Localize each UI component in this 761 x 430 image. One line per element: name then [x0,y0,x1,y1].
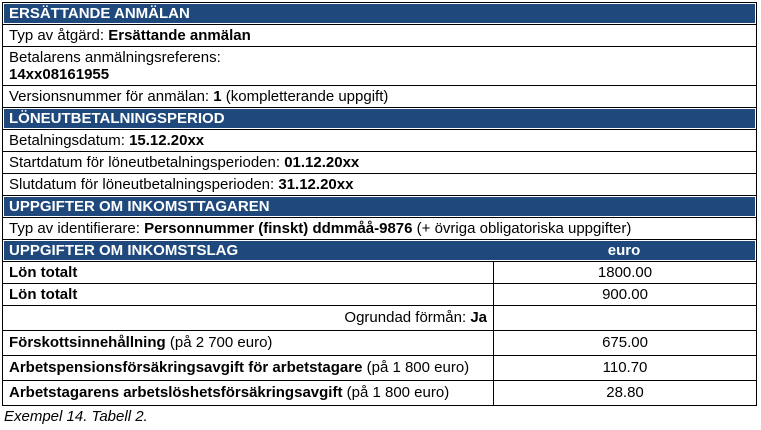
withholding-label: Förskottsinnehållning [9,334,166,351]
table-row-payment-date: Betalningsdatum: 15.12.20xx [1,129,758,152]
section-header-income-earner: UPPGIFTER OM INKOMSTTAGAREN [1,195,758,218]
table-row-payer-reference: Betalarens anmälningsreferens: 14xx08161… [1,46,758,86]
section-header-income-types: UPPGIFTER OM INKOMSTSLAG euro [1,239,758,262]
withholding-note: (på 2 700 euro) [165,334,273,351]
unjust-enrichment-label: Ogrundad förmån: [344,309,471,326]
unemployment-contribution-label: Arbetstagarens arbetslöshetsförsäkringsa… [9,384,343,401]
version-number-label: Versionsnummer för anmälan: [9,88,214,105]
table-row-pension-contribution: Arbetspensionsförsäkringsavgift för arbe… [2,355,758,381]
income-report-table: ERSÄTTANDE ANMÄLAN Typ av åtgärd: Ersätt… [1,2,758,406]
section-row-income-earner: UPPGIFTER OM INKOMSTTAGAREN [1,195,758,218]
section-row-replacement-report: ERSÄTTANDE ANMÄLAN [1,2,758,25]
action-type-value: Ersättande anmälan [108,27,251,44]
identifier-type-value: Personnummer (finskt) ddmmåå-9876 [144,220,413,237]
identifier-type-note: (+ övriga obligatoriska uppgifter) [412,220,632,237]
period-end-label: Slutdatum för löneutbetalningsperioden: [9,176,279,193]
table-row-identifier-type: Typ av identifierare: Personnummer (fins… [1,217,758,240]
payer-reference-value: 14xx08161955 [9,66,110,83]
table-row-period-end: Slutdatum för löneutbetalningsperioden: … [1,173,758,196]
action-type-label: Typ av åtgärd: [9,27,109,44]
income-types-title: UPPGIFTER OM INKOMSTSLAG [9,242,239,259]
section-header-replacement-report: ERSÄTTANDE ANMÄLAN [1,2,758,25]
table-caption: Exempel 14. Tabell 2. [4,408,148,425]
unemployment-contribution-note: (på 1 800 euro) [342,384,450,401]
table-row-period-start: Startdatum för löneutbetalningsperioden:… [1,151,758,174]
payment-date-value: 15.12.20xx [129,132,205,149]
period-end-value: 31.12.20xx [278,176,354,193]
section-row-income-types: UPPGIFTER OM INKOMSTSLAG euro [1,239,758,262]
table-row-unemployment-contribution: Arbetstagarens arbetslöshetsförsäkringsa… [2,380,758,406]
pension-contribution-amount: 110.70 [492,355,758,381]
salary-total-1-amount: 1800.00 [492,261,758,284]
payment-date-label: Betalningsdatum: [9,132,130,149]
section-header-pay-period: LÖNEUTBETALNINGSPERIOD [1,107,758,130]
pension-contribution-note: (på 1 800 euro) [362,359,470,376]
identifier-type-label: Typ av identifierare: [9,220,145,237]
table-row-version-number: Versionsnummer för anmälan: 1 (komplette… [1,85,758,108]
salary-total-1-label: Lön totalt [2,261,494,284]
period-start-value: 01.12.20xx [284,154,360,171]
table-row-withholding: Förskottsinnehållning (på 2 700 euro) 67… [2,330,758,356]
salary-total-2-amount: 900.00 [492,283,758,306]
unjust-enrichment-amount [492,305,758,331]
version-number-value: 1 [213,88,222,105]
version-number-note: (kompletterande uppgift) [221,88,389,105]
withholding-amount: 675.00 [492,330,758,356]
table-row-unjust-enrichment: Ogrundad förmån: Ja [2,305,758,331]
payer-reference-label: Betalarens anmälningsreferens: [9,49,221,66]
euro-column-header: euro [607,242,641,259]
period-start-label: Startdatum för löneutbetalningsperioden: [9,154,285,171]
section-row-pay-period: LÖNEUTBETALNINGSPERIOD [1,107,758,130]
unemployment-contribution-amount: 28.80 [492,380,758,406]
pension-contribution-label: Arbetspensionsförsäkringsavgift för arbe… [9,359,363,376]
unjust-enrichment-value: Ja [470,309,487,326]
table-row-action-type: Typ av åtgärd: Ersättande anmälan [1,24,758,47]
table-row-salary-total-2: Lön totalt 900.00 [2,283,758,306]
table-row-salary-total-1: Lön totalt 1800.00 [2,261,758,284]
salary-total-2-label: Lön totalt [2,283,494,306]
